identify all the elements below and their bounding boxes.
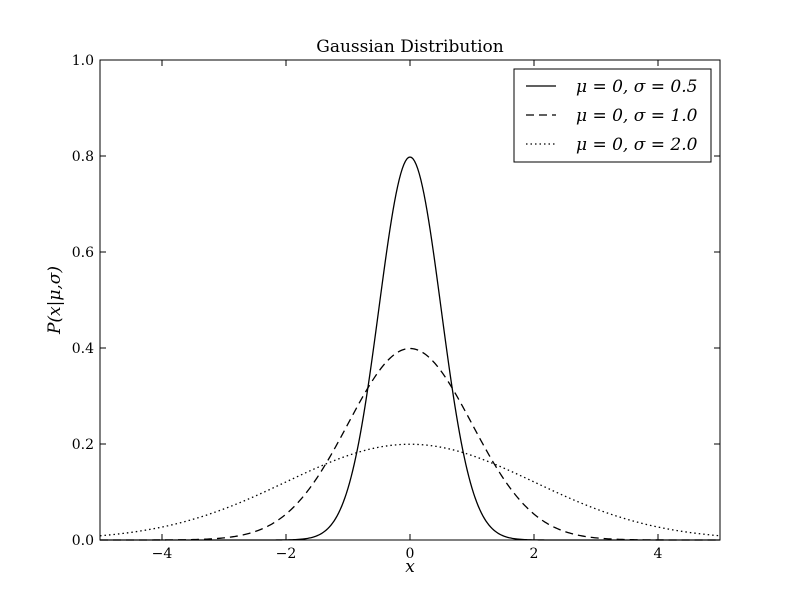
y-tick-label: 0.2 — [72, 437, 94, 453]
x-axis-label: x — [405, 557, 415, 577]
x-tick-label: 2 — [530, 546, 539, 562]
y-tick-label: 0.4 — [72, 341, 94, 357]
legend: μ = 0, σ = 0.5 μ = 0, σ = 1.0 μ = 0, σ = 2… — [513, 68, 712, 163]
x-tick-label: −2 — [276, 546, 297, 562]
plot-frame — [99, 59, 721, 541]
x-tick-label: 0 — [406, 546, 415, 562]
series-line-2 — [100, 347, 720, 541]
y-axis-label: P(x|μ,σ) — [45, 266, 65, 335]
series-line-3 — [99, 443, 721, 537]
legend-label-1: μ = 0, σ = 0.5 — [576, 77, 697, 97]
ticks-group: −4 −2 0 2 4 0.0 0.2 0.4 0.6 0.8 1.0 — [72, 53, 720, 562]
x-tick-label: −4 — [152, 546, 173, 562]
legend-label-2: μ = 0, σ = 1.0 — [576, 106, 698, 126]
y-tick-label: 0.6 — [72, 245, 94, 261]
chart-title: Gaussian Distribution — [316, 37, 504, 57]
y-tick-label: 0.8 — [72, 149, 94, 165]
y-tick-label: 1.0 — [72, 53, 94, 69]
legend-label-3: μ = 0, σ = 2.0 — [576, 135, 698, 155]
x-tick-label: 4 — [654, 546, 663, 562]
y-tick-label: 0.0 — [72, 533, 94, 549]
